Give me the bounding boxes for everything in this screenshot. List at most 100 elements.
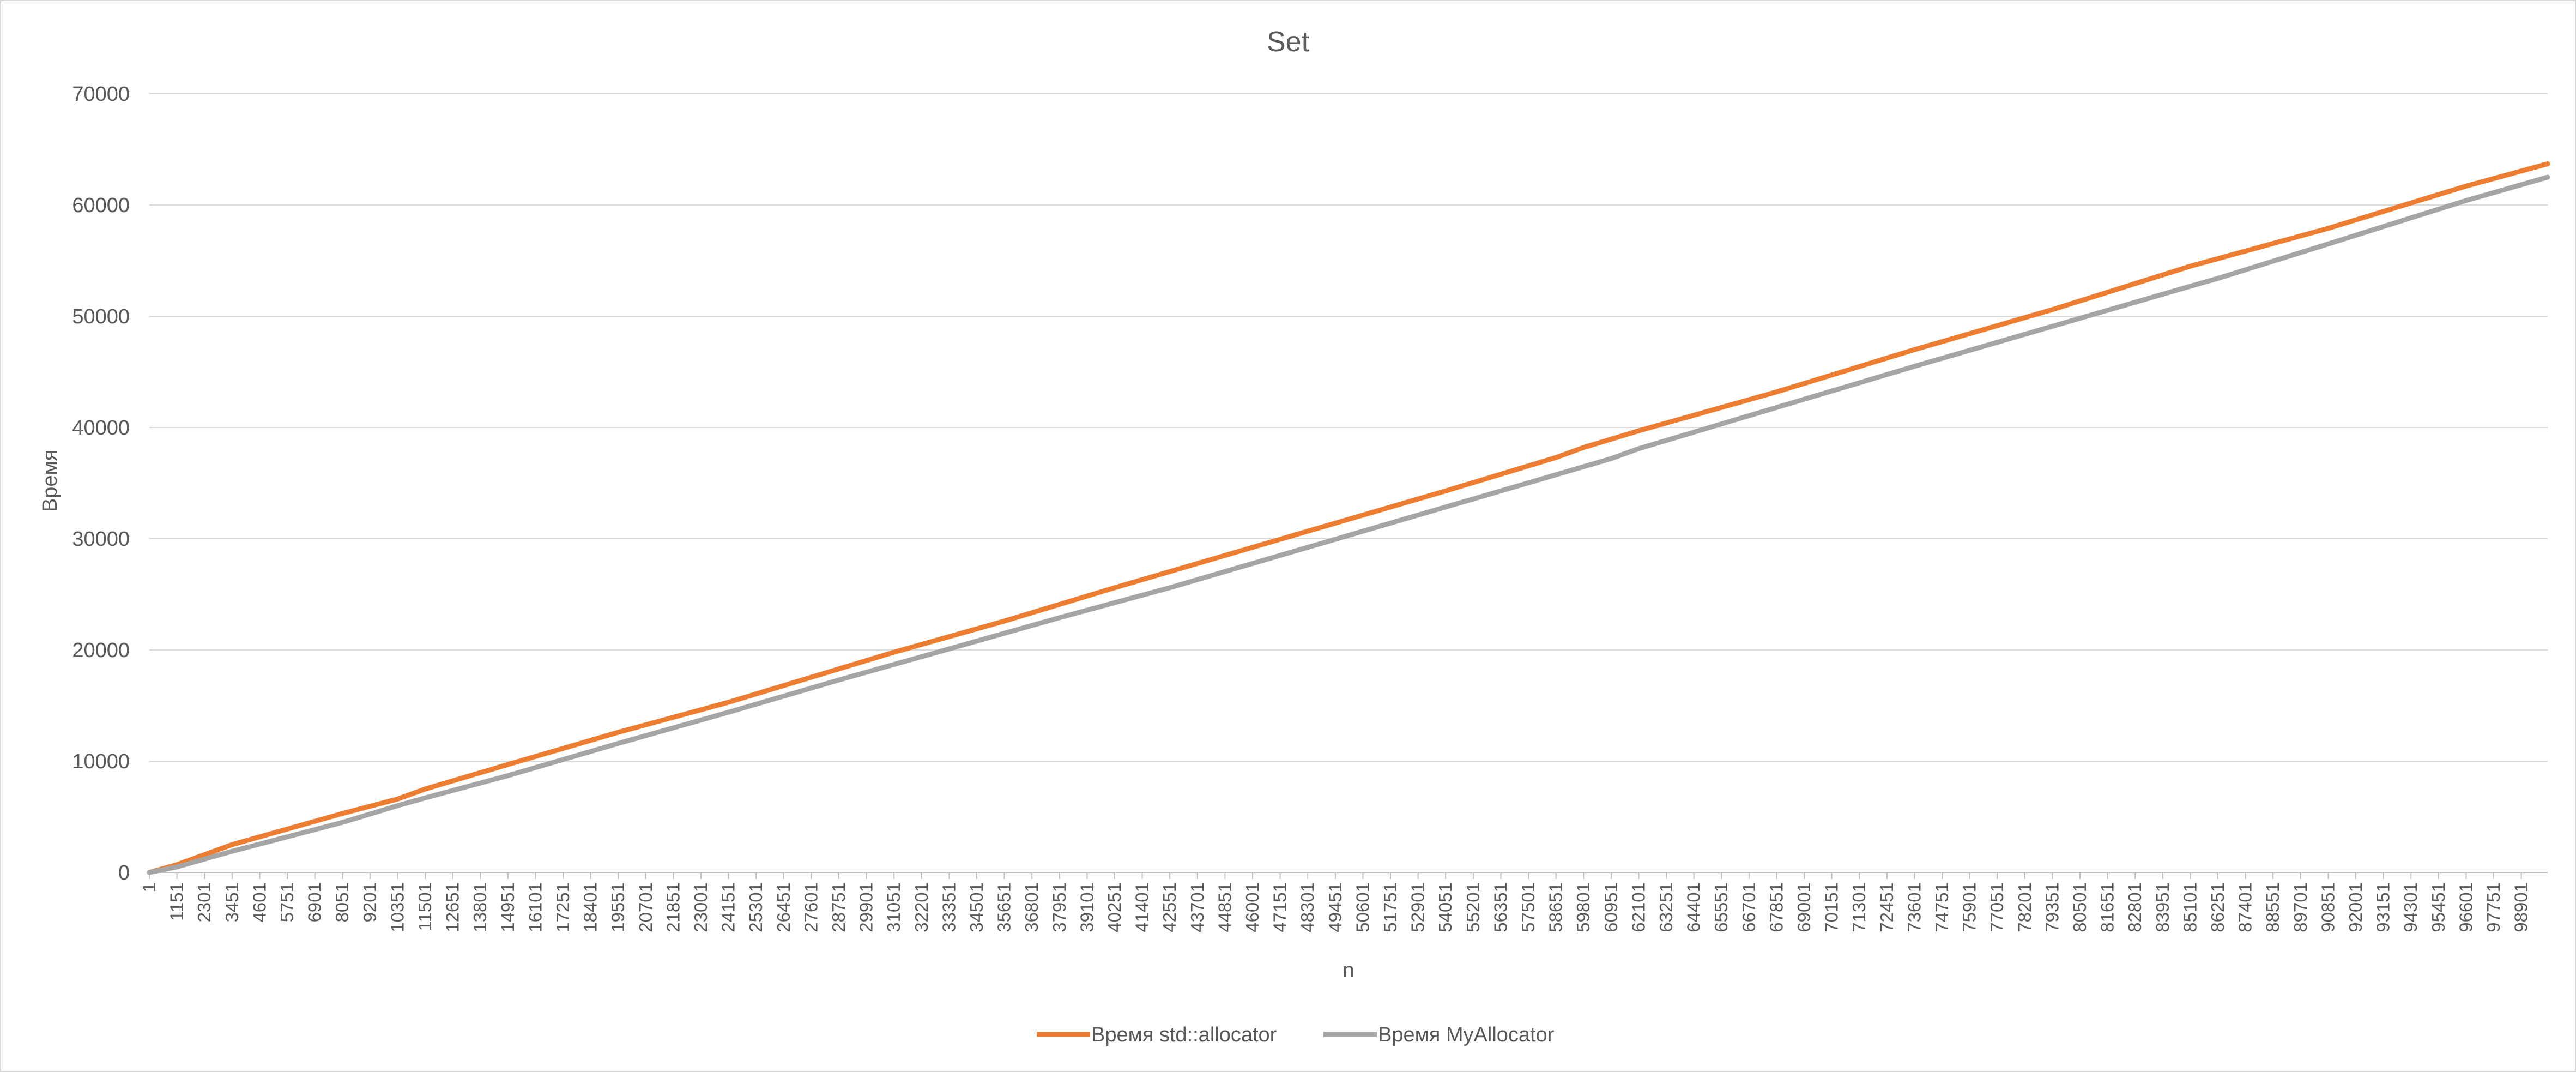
x-tick-label: 67851 bbox=[1766, 882, 1786, 932]
x-tick-label: 83951 bbox=[2152, 882, 2173, 932]
x-tick-label: 89701 bbox=[2290, 882, 2311, 932]
x-tick-label: 58651 bbox=[1546, 882, 1566, 932]
x-tick-label: 20701 bbox=[636, 882, 656, 932]
x-tick-label: 82801 bbox=[2125, 882, 2145, 932]
x-tick-label: 17251 bbox=[553, 882, 573, 932]
x-tick-label: 31051 bbox=[884, 882, 904, 932]
x-tick-label: 36801 bbox=[1021, 882, 1042, 932]
gridlines bbox=[149, 93, 2548, 873]
x-tick-label: 29901 bbox=[856, 882, 876, 932]
x-tick-label: 2301 bbox=[194, 882, 214, 922]
chart-title: Set bbox=[1267, 26, 1310, 58]
y-tick-label: 30000 bbox=[72, 528, 130, 551]
x-tick-label: 86251 bbox=[2208, 882, 2228, 932]
x-tick-label: 94301 bbox=[2400, 882, 2421, 932]
x-tick-label: 24151 bbox=[718, 882, 739, 932]
y-tick-label: 70000 bbox=[72, 83, 130, 106]
y-tick-label: 50000 bbox=[72, 305, 130, 328]
x-tick-label: 96601 bbox=[2456, 882, 2476, 932]
x-tick-label: 6901 bbox=[305, 882, 325, 922]
x-tick-label: 63251 bbox=[1656, 882, 1676, 932]
x-tick-label: 74751 bbox=[1932, 882, 1952, 932]
x-tick-label: 12651 bbox=[443, 882, 463, 932]
series-lines bbox=[147, 161, 2550, 875]
x-tick-label: 85101 bbox=[2180, 882, 2200, 932]
x-tick-label: 43701 bbox=[1187, 882, 1207, 932]
x-tick-label: 44851 bbox=[1214, 882, 1235, 932]
x-tick-label: 42551 bbox=[1159, 882, 1180, 932]
y-tick-label: 40000 bbox=[72, 417, 130, 439]
x-tick-label: 62101 bbox=[1628, 882, 1648, 932]
x-tick-label: 79351 bbox=[2042, 882, 2062, 932]
x-tick-label: 75901 bbox=[1960, 882, 1980, 932]
y-tick-label: 20000 bbox=[72, 639, 130, 662]
x-tick-label: 48301 bbox=[1297, 882, 1317, 932]
x-tick-label: 56351 bbox=[1490, 882, 1510, 932]
x-tick-label: 97751 bbox=[2483, 882, 2504, 932]
x-tick-label: 26451 bbox=[773, 882, 794, 932]
x-tick-label: 32201 bbox=[911, 882, 932, 932]
legend-label-1: Время MyAllocator bbox=[1378, 1023, 1555, 1046]
x-tick-label: 60951 bbox=[1601, 882, 1621, 932]
x-tick-label: 54051 bbox=[1435, 882, 1455, 932]
x-tick-label: 72451 bbox=[1877, 882, 1897, 932]
x-tick-label: 57501 bbox=[1518, 882, 1538, 932]
x-tick-label: 98901 bbox=[2511, 882, 2531, 932]
series-line-1 bbox=[147, 174, 2550, 875]
x-tick-label: 16101 bbox=[525, 882, 545, 932]
x-tick-label: 64401 bbox=[1684, 882, 1704, 932]
x-tick-label: 8051 bbox=[332, 882, 352, 922]
x-tick-label: 95451 bbox=[2428, 882, 2448, 932]
x-tick-label: 41401 bbox=[1132, 882, 1152, 932]
x-tick-label: 28751 bbox=[829, 882, 849, 932]
x-tick-label: 93151 bbox=[2373, 882, 2393, 932]
y-tick-label: 60000 bbox=[72, 194, 130, 217]
x-tick-label: 47151 bbox=[1270, 882, 1290, 932]
x-tick-label: 3451 bbox=[222, 882, 242, 922]
x-tick-label: 23001 bbox=[691, 882, 711, 932]
x-tick-label: 11501 bbox=[415, 882, 435, 931]
x-tick-label: 52901 bbox=[1408, 882, 1428, 932]
x-tick-label: 55201 bbox=[1463, 882, 1483, 932]
x-tick-label: 92001 bbox=[2345, 882, 2366, 932]
x-tick-label: 40251 bbox=[1104, 882, 1124, 932]
x-tick-label: 66701 bbox=[1739, 882, 1759, 932]
y-axis-title: Время bbox=[39, 450, 62, 512]
x-tick-label: 10351 bbox=[387, 882, 407, 932]
x-tick-label: 50601 bbox=[1352, 882, 1372, 932]
x-axis: 1 1151 2301 3451 4601 5751 6901 8051 9201 10351 11… bbox=[139, 872, 2548, 932]
series-line-0 bbox=[147, 161, 2550, 875]
x-tick-label: 88551 bbox=[2263, 882, 2283, 932]
x-tick-label: 87401 bbox=[2235, 882, 2255, 932]
x-tick-label: 70151 bbox=[1822, 882, 1842, 932]
x-tick-label: 59801 bbox=[1573, 882, 1593, 932]
x-tick-label: 46001 bbox=[1242, 882, 1262, 932]
x-tick-label: 90851 bbox=[2318, 882, 2338, 932]
x-tick-label: 5751 bbox=[277, 882, 297, 922]
y-tick-label: 0 bbox=[118, 862, 130, 884]
x-tick-label: 33351 bbox=[939, 882, 959, 932]
legend-label-0: Время std::allocator bbox=[1091, 1023, 1277, 1046]
x-tick-label: 73601 bbox=[1904, 882, 1924, 932]
x-tick-label: 1151 bbox=[167, 882, 187, 921]
x-tick-label: 35651 bbox=[994, 882, 1014, 932]
x-tick-label: 18401 bbox=[580, 882, 601, 932]
x-tick-label: 9201 bbox=[360, 882, 380, 922]
y-tick-label: 10000 bbox=[72, 750, 130, 773]
x-tick-label: 27601 bbox=[801, 882, 821, 932]
x-tick-label: 69001 bbox=[1794, 882, 1814, 932]
x-tick-label: 4601 bbox=[249, 882, 269, 922]
x-tick-label: 78201 bbox=[2015, 882, 2035, 932]
x-tick-label: 77051 bbox=[1987, 882, 2007, 932]
x-tick-label: 19551 bbox=[608, 882, 628, 932]
x-tick-label: 25301 bbox=[746, 882, 766, 932]
x-tick-label: 80501 bbox=[2070, 882, 2090, 932]
legend: Время std::allocator Время MyAllocator bbox=[1037, 1023, 1555, 1046]
x-tick-label: 71301 bbox=[1849, 882, 1869, 932]
x-tick-label: 34501 bbox=[966, 882, 987, 932]
x-tick-label: 39101 bbox=[1077, 882, 1097, 932]
x-tick-label: 21851 bbox=[663, 882, 683, 932]
x-tick-label: 65551 bbox=[1711, 882, 1731, 932]
x-tick-label: 49451 bbox=[1325, 882, 1345, 932]
